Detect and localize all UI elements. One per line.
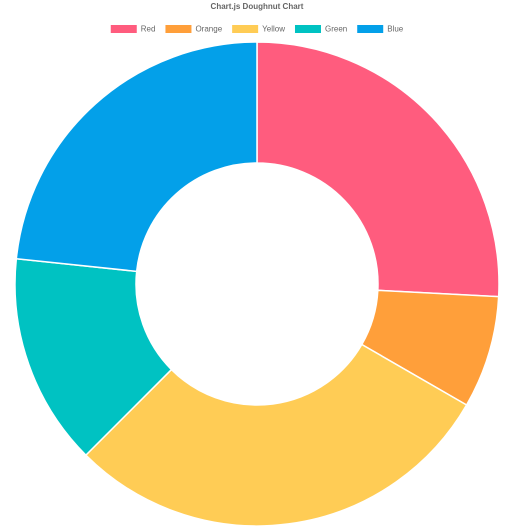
legend-swatch: [232, 25, 259, 33]
legend: Red Orange Yellow Green Blue: [110, 25, 404, 34]
legend-swatch: [357, 25, 384, 33]
arc: [84, 343, 468, 527]
arc: [15, 41, 258, 273]
doughnut: [14, 41, 500, 527]
legend-label: Red: [141, 25, 156, 34]
legend-swatch: [110, 25, 137, 33]
legend-label: Yellow: [262, 25, 285, 34]
chart-title: Chart.js Doughnut Chart: [211, 2, 304, 11]
legend-swatch: [294, 25, 321, 33]
legend-label: Green: [325, 25, 347, 34]
arc: [14, 257, 173, 457]
legend-swatch: [165, 25, 192, 33]
legend-label: Blue: [387, 25, 404, 34]
legend-label: Orange: [195, 25, 222, 34]
arc: [256, 41, 500, 298]
